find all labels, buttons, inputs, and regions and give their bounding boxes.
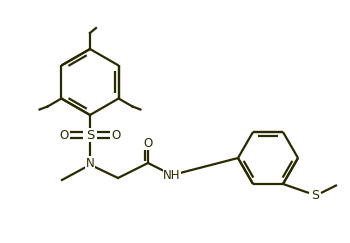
- Text: S: S: [311, 189, 319, 201]
- Text: O: O: [60, 129, 69, 141]
- Text: O: O: [111, 129, 121, 141]
- Text: N: N: [86, 156, 94, 170]
- Text: O: O: [144, 137, 153, 149]
- Text: NH: NH: [163, 168, 181, 182]
- Text: S: S: [86, 129, 94, 141]
